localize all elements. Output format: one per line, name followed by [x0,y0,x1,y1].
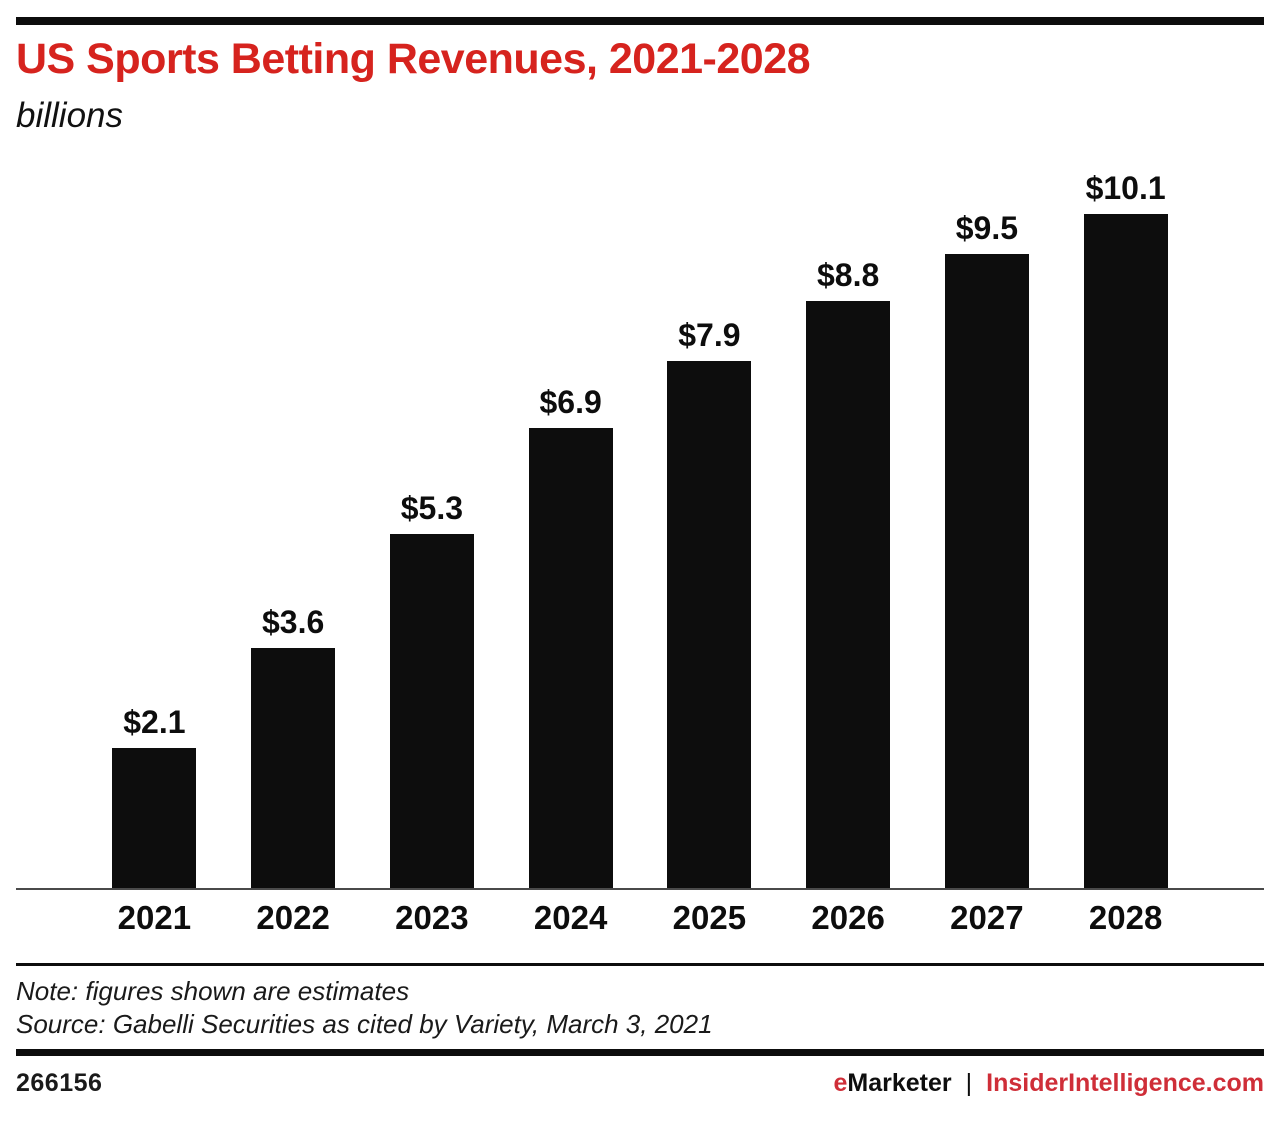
branding: eMarketer | InsiderIntelligence.com [834,1069,1265,1098]
bar-2027 [944,253,1029,888]
x-axis-label: 2026 [811,898,885,936]
chart-subtitle: billions [16,96,123,136]
top-divider [16,17,1264,25]
brand-marketer: Marketer [847,1069,952,1098]
x-axis-label: 2021 [117,898,192,936]
bar-2025 [667,360,752,888]
page: US Sports Betting Revenues, 2021-2028 bi… [0,17,1280,1128]
bar-slot: $6.9 [501,384,640,888]
footer-divider [16,1049,1264,1057]
x-axis-label: 2023 [395,898,469,936]
bar-2022 [251,647,336,888]
site-link[interactable]: InsiderIntelligence.com [986,1069,1264,1098]
footer-row: 266156 eMarketer | InsiderIntelligence.com [16,1069,1264,1098]
x-axis-label: 2022 [256,898,330,936]
chart-title: US Sports Betting Revenues, 2021-2028 [16,35,811,83]
bar-slot: $8.8 [779,257,918,888]
bar-value-label: $6.9 [539,383,602,420]
bar-value-label: $10.1 [1085,169,1166,206]
source-text: Source: Gabelli Securities as cited by V… [16,1009,713,1040]
x-axis-label: 2028 [1088,898,1163,936]
notes-block: Note: figures shown are estimates Source… [16,975,1264,1042]
bar-2026 [806,300,891,888]
bar-slot: $7.9 [640,317,779,888]
bar-2028 [1083,213,1168,888]
bar-value-label: $7.9 [678,316,741,353]
bars-row: $2.1 $3.6 $5.3 $6.9 $7.9 $8.8 $9.5 $10.1 [85,136,1195,888]
bar-value-label: $9.5 [955,209,1019,246]
bar-slot: $9.5 [918,210,1057,888]
bar-slot: $5.3 [363,490,502,888]
brand-separator: | [965,1069,973,1098]
bar-slot: $3.6 [224,604,363,888]
chart-id: 266156 [16,1069,103,1098]
x-axis-label: 2025 [672,898,747,936]
x-axis-label: 2024 [533,898,608,936]
x-axis-label: 2027 [950,898,1024,936]
bar-value-label: $3.6 [261,603,325,640]
bar-value-label: $8.8 [816,256,880,293]
plot-area: $2.1 $3.6 $5.3 $6.9 $7.9 $8.8 $9.5 $10.1 [16,136,1264,890]
x-axis-row: 2021 2022 2023 2024 2025 2026 2027 2028 [16,890,1264,937]
notes-divider [16,962,1264,966]
brand-e-prefix: e [833,1069,848,1098]
bar-value-label: $5.3 [400,489,464,526]
bar-2023 [389,533,474,888]
bar-2021 [112,747,197,888]
bar-slot: $10.1 [1056,170,1195,888]
brand-emarketer: eMarketer [834,1069,952,1097]
bar-slot: $2.1 [85,704,224,888]
bar-2024 [528,427,613,888]
bar-value-label: $2.1 [123,703,186,740]
note-text: Note: figures shown are estimates [16,975,410,1006]
